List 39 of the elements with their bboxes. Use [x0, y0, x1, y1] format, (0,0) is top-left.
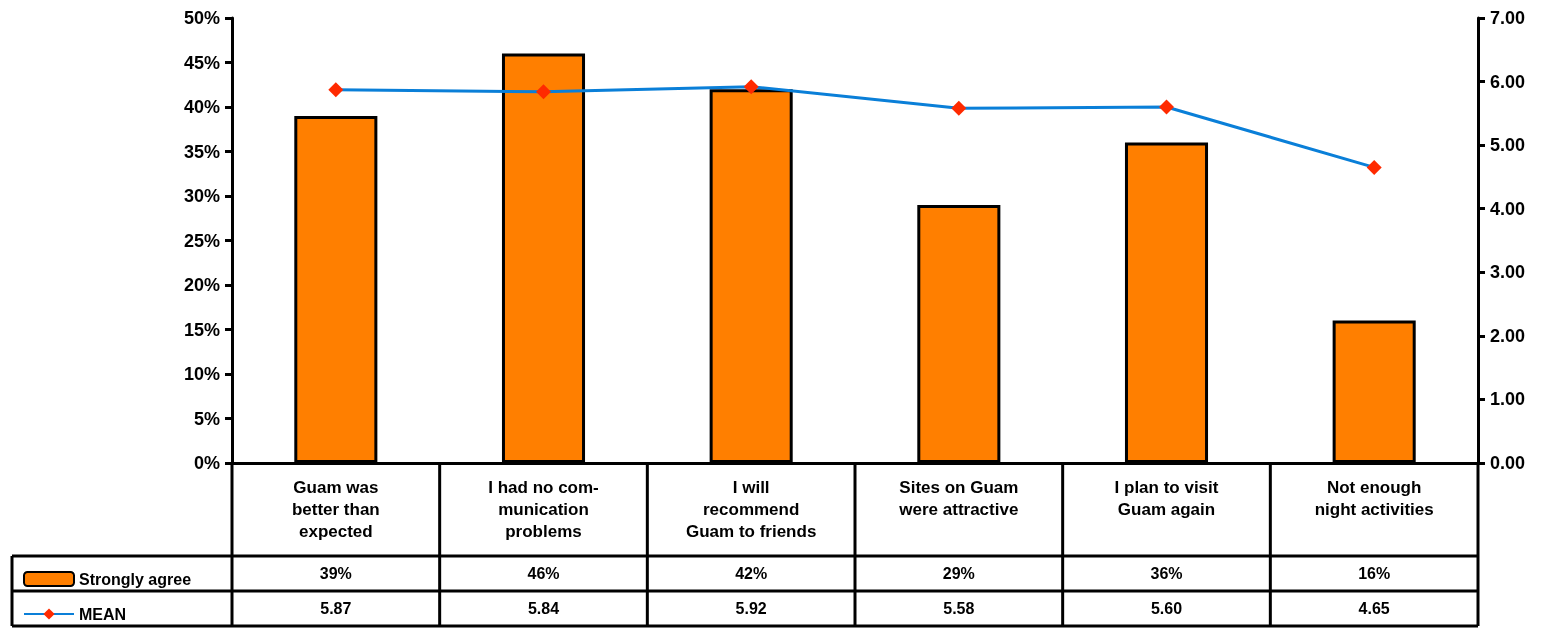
- y2-tick-label: 4.00: [1490, 198, 1526, 219]
- x-tick-label: I had no com- munication problems: [488, 477, 599, 541]
- x-tick-label: Sites on Guam were attractive: [898, 477, 1019, 519]
- y2-tick-label: 6.00: [1490, 71, 1526, 92]
- data-label: 39%: [319, 565, 352, 582]
- y2-tick-label: 3.00: [1490, 262, 1526, 283]
- data-label: 16%: [1358, 565, 1391, 582]
- x-tick-label: Guam was better than expected: [291, 477, 380, 541]
- data-label: 29%: [942, 565, 975, 582]
- data-label: 5.84: [527, 600, 560, 617]
- data-label: 36%: [1150, 565, 1183, 582]
- y2-tick-label: 2.00: [1490, 325, 1526, 346]
- y-tick-label: 35%: [183, 141, 220, 162]
- y-tick-label: 40%: [183, 97, 220, 117]
- y-tick-label: 45%: [183, 52, 220, 73]
- legend-label: Strongly agree: [79, 570, 192, 588]
- y2-tick-label: 1.00: [1490, 389, 1526, 410]
- y-tick-label: 15%: [183, 319, 220, 340]
- y-tick-label: 25%: [183, 230, 220, 251]
- x-tick-label: Not enough night activities: [1314, 477, 1434, 519]
- data-label: 5.87: [320, 600, 352, 617]
- data-label: 4.65: [1358, 600, 1390, 617]
- data-label: 46%: [527, 565, 560, 582]
- y2-tick-label: 0.00: [1490, 453, 1526, 473]
- y2-tick-label: 7.00: [1490, 8, 1526, 28]
- data-label: 5.58: [943, 600, 975, 617]
- y-tick-label: 30%: [183, 186, 220, 206]
- y-tick-label: 20%: [183, 275, 220, 295]
- y-tick-label: 10%: [183, 364, 220, 384]
- data-label: 5.92: [735, 600, 767, 617]
- data-label: 5.60: [1150, 600, 1183, 617]
- y-tick-label: 0%: [193, 453, 220, 473]
- x-tick-label: I will recommend Guam to friends: [685, 477, 817, 541]
- legend-label: MEAN: [79, 605, 127, 623]
- data-label: 42%: [735, 565, 768, 582]
- x-tick-label: I plan to visit Guam again: [1114, 477, 1219, 519]
- y-tick-label: 50%: [183, 8, 220, 28]
- y2-tick-label: 5.00: [1490, 135, 1526, 156]
- y-tick-label: 5%: [193, 408, 220, 429]
